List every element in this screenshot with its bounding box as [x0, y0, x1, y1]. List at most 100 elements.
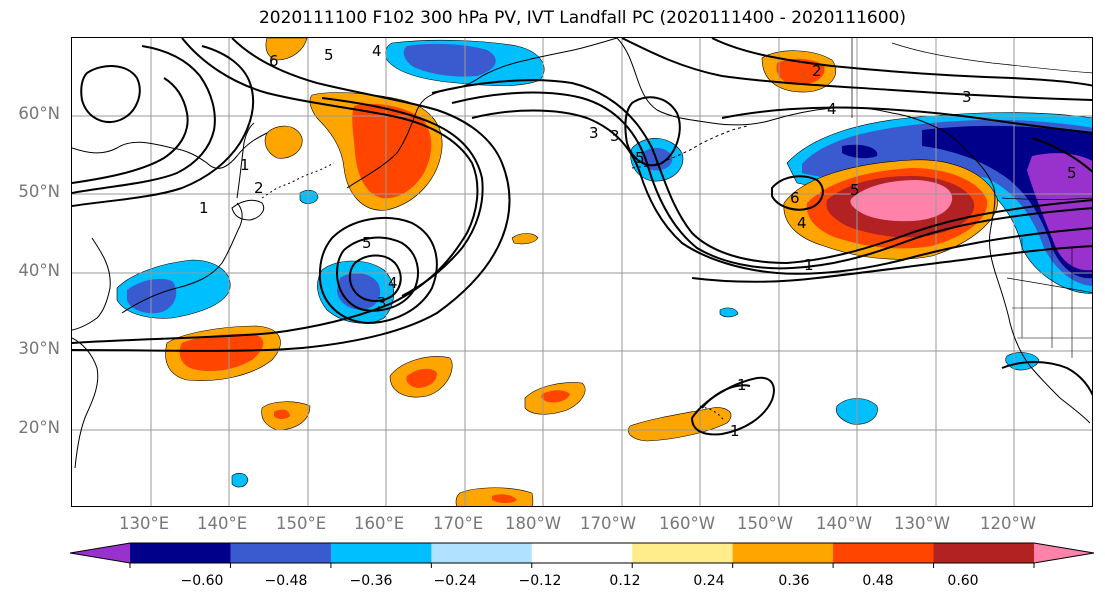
- lon-label: 150°W: [737, 514, 794, 533]
- colorbar-tick-label: −0.60: [180, 573, 224, 589]
- contour-label: 4: [372, 42, 382, 60]
- contour-alaska-2: [711, 38, 1092, 87]
- lat-label: 20°N: [18, 418, 60, 437]
- contour-label: 4: [827, 100, 837, 118]
- contour-ridge-3: [471, 109, 1092, 275]
- colorbar-tick-label: −0.48: [264, 573, 308, 589]
- anomaly-pos-goa-4: [850, 180, 953, 222]
- coast-sakhalin: [236, 122, 255, 199]
- map-plot: 6 5 4 1 2 1 5 3 4 3 5 2 4 3 6 5 4 1 3 5 …: [72, 38, 1092, 506]
- contour-label: 1: [737, 376, 747, 394]
- colorbar-extend-min: [70, 543, 130, 563]
- contour-west-2: [72, 45, 216, 194]
- colorbar-tick-label: −0.24: [433, 573, 477, 589]
- contour-west-1: [72, 45, 255, 207]
- anomaly-pos-top-right-2: [776, 58, 825, 85]
- anomaly-neg-small-9: [231, 472, 249, 488]
- anomaly-pos-small-5: [628, 407, 732, 442]
- coast-china: [72, 337, 99, 469]
- contour-trough-2: [72, 38, 511, 352]
- anomaly-neg-siberia-2: [403, 43, 496, 77]
- colorbar-tick-label: 0.60: [947, 573, 979, 589]
- lon-label: 120°W: [980, 514, 1037, 533]
- contours: [72, 38, 1092, 436]
- lon-label: 130°E: [119, 514, 170, 533]
- anomaly-neg-bering: [842, 144, 878, 159]
- contour-label: 5: [362, 234, 372, 252]
- contour-label: 5: [324, 46, 334, 64]
- colorbar-cell: [933, 543, 1035, 563]
- lat-label: 40°N: [18, 261, 60, 280]
- colorbar-cell: [732, 543, 834, 563]
- border-canada: [851, 38, 1092, 293]
- colorbar: [70, 542, 1095, 568]
- colorbar-tick-label: 0.36: [778, 573, 810, 589]
- contour-label: 2: [812, 62, 822, 80]
- anomaly-pos-small-3b: [274, 409, 290, 419]
- contour-label: 1: [804, 256, 814, 274]
- lon-label: 140°E: [197, 514, 248, 533]
- coast-asia: [72, 132, 268, 169]
- contour-label: 4: [388, 274, 398, 292]
- contour-asia-closed: [80, 65, 141, 123]
- colorbar-cell: [431, 543, 533, 563]
- contour-ridge-1: [451, 91, 1092, 270]
- lat-label: 60°N: [18, 104, 60, 123]
- colorbar-cell: [833, 543, 935, 563]
- contour-label: 5: [1067, 164, 1077, 182]
- contour-label: 3: [610, 127, 620, 145]
- lon-label: 140°W: [816, 514, 873, 533]
- coast-siberia: [481, 38, 618, 77]
- contour-low-outer: [318, 217, 438, 325]
- lon-label: 160°W: [659, 514, 716, 533]
- contour-label: 5: [850, 181, 860, 199]
- colorbar-tick-label: 0.24: [693, 573, 725, 589]
- lon-label: 160°E: [354, 514, 405, 533]
- contour-label: 4: [797, 214, 807, 232]
- contour-bc-1: [1031, 137, 1092, 173]
- contour-label: 1: [730, 422, 740, 440]
- lon-label: 130°W: [894, 514, 951, 533]
- colorbar-cell: [330, 543, 432, 563]
- coast-na-west: [989, 187, 1091, 424]
- contour-low-mid: [335, 236, 419, 312]
- coast-hokkaido: [231, 199, 265, 221]
- map-title: 2020111100 F102 300 hPa PV, IVT Landfall…: [258, 8, 906, 28]
- colorbar-cell: [632, 543, 734, 563]
- contour-label: 1: [240, 156, 250, 174]
- contour-alaska-1: [621, 38, 1092, 101]
- lon-label: 170°W: [580, 514, 637, 533]
- anomaly-pos-small-2b: [541, 390, 570, 403]
- contour-trough-1: [72, 38, 479, 344]
- contour-alaska-3: [721, 106, 1092, 134]
- contour-label: 3: [962, 88, 972, 106]
- colorbar-extend-max: [1034, 543, 1094, 563]
- contour-bc-2: [1001, 361, 1092, 396]
- colorbar-cell: [531, 543, 633, 563]
- contour-trough-3: [321, 97, 484, 297]
- anomaly-neg-small-11: [719, 307, 739, 318]
- lon-label: 150°E: [276, 514, 327, 533]
- anomaly-pos-kamchatka-small: [264, 125, 303, 159]
- colorbar-cells: [70, 542, 1095, 568]
- lon-label: 180°W: [505, 514, 562, 533]
- contour-low-inner: [348, 254, 402, 302]
- contour-label: 6: [790, 189, 800, 207]
- lat-label: 30°N: [18, 339, 60, 358]
- colorbar-cell: [230, 543, 332, 563]
- border-us-states: [1012, 238, 1092, 358]
- contour-ridge-2: [431, 79, 1092, 265]
- colorbar-tick-label: 0.12: [609, 573, 641, 589]
- coast-japan: [121, 202, 243, 314]
- colorbar-tick-label: −0.36: [349, 573, 393, 589]
- anomaly-pos-small-6: [511, 233, 539, 245]
- anomaly-pos-small-4b: [492, 494, 517, 503]
- lat-label: 50°N: [18, 182, 60, 201]
- contour-hawaii-2: [701, 384, 751, 409]
- contour-west-3: [72, 77, 189, 184]
- lon-label: 170°E: [433, 514, 484, 533]
- colorbar-cell: [130, 543, 231, 563]
- anomaly-pos-top-left: [265, 38, 308, 61]
- shading-layer: [116, 38, 1092, 506]
- anomaly-pos-small-1b: [406, 368, 437, 388]
